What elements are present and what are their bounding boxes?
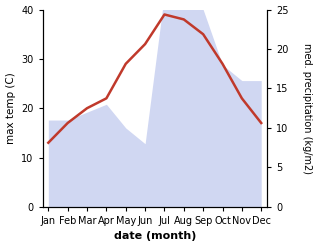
Y-axis label: max temp (C): max temp (C) bbox=[5, 72, 16, 144]
X-axis label: date (month): date (month) bbox=[114, 231, 196, 242]
Y-axis label: med. precipitation (kg/m2): med. precipitation (kg/m2) bbox=[302, 43, 313, 174]
